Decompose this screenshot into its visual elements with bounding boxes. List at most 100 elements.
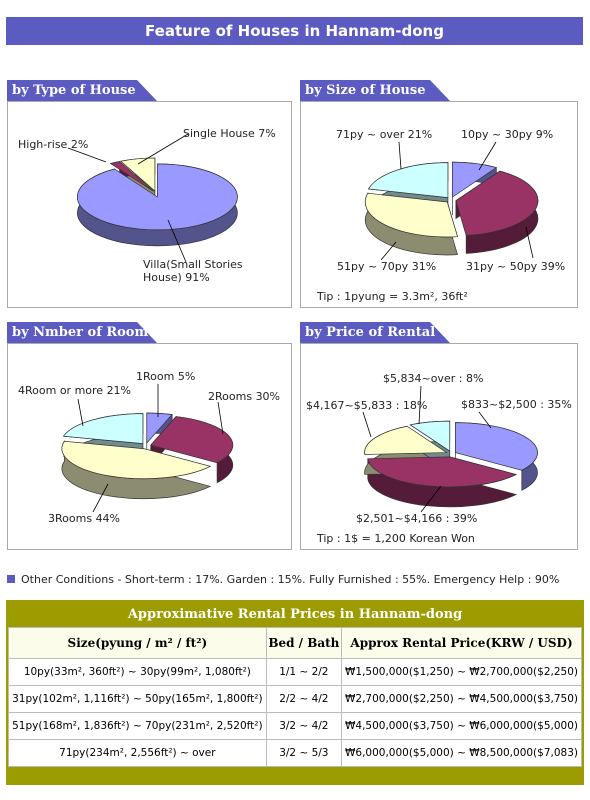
pie-slice xyxy=(455,422,538,471)
pie-slice xyxy=(109,161,154,192)
chart-panel: 1Room 5% 2Rooms 30% 3Rooms 44% 4Room or mor… xyxy=(7,343,292,550)
pie-slice xyxy=(120,157,156,192)
table-cell: 3/2 ~ 4/2 xyxy=(265,712,343,740)
table-cell: 31py(102m², 1,116ft²) ~ 50py(165m², 1,80… xyxy=(8,685,267,713)
chart-note: Tip : 1$ = 1,200 Korean Won xyxy=(317,532,475,545)
table-cell: 3/2 ~ 5/3 xyxy=(265,739,343,767)
slice-label: High-rise 2% xyxy=(18,138,88,151)
leader-line xyxy=(398,141,402,170)
slice-value-label: : 35% xyxy=(540,398,572,411)
pie-slice xyxy=(150,416,234,464)
table-cell: ₩6,000,000($5,000) ~ ₩8,500,000($7,083) xyxy=(341,739,582,767)
panel-title: by Price of Rental xyxy=(300,322,450,343)
slice-value-label: 9% xyxy=(535,128,554,141)
slice-category: 10py ~ 30py xyxy=(461,128,533,141)
slice-value-label: : 8% xyxy=(458,372,484,385)
pie-chart xyxy=(67,133,238,263)
slice-value-label: 21% xyxy=(106,384,132,397)
chart-panel: $833~$2,500 : 35% $2,501~$4,166 : 39% $4,1… xyxy=(300,343,578,550)
slice-label: $2,501~$4,166 : 39% xyxy=(356,512,477,525)
slice-category: $5,834~over xyxy=(383,372,456,385)
slice-value-label: 5% xyxy=(177,370,196,383)
table-title: Approximative Rental Prices in Hannam-do… xyxy=(127,607,463,622)
table-cell: 2/2 ~ 4/2 xyxy=(265,685,343,713)
table-cell: 1/1 ~ 2/2 xyxy=(265,658,343,686)
slice-category: $833~$2,500 xyxy=(461,398,537,411)
pie-tops xyxy=(77,157,238,231)
leader-line xyxy=(362,411,372,438)
table-cell: ₩2,700,000($2,250) ~ ₩4,500,000($3,750) xyxy=(341,685,582,713)
pie-slice xyxy=(409,420,451,452)
table: Size(pyung / m² / ft²) Bed / Bath Approx R… xyxy=(8,627,582,767)
slice-label: Single House 7% xyxy=(183,127,276,140)
pie-slice xyxy=(146,412,173,444)
slice-value-label: 30% xyxy=(255,390,281,403)
chart-panel: Villa(Small Stories House) 91% High-rise … xyxy=(7,101,292,308)
table-cell: 51py(168m², 1,836ft²) ~ 70py(231m², 2,52… xyxy=(8,712,267,740)
pie-slice xyxy=(77,163,238,231)
pie-tops xyxy=(364,161,539,238)
pie-slice xyxy=(364,425,448,455)
slice-value-label: 21% xyxy=(407,128,433,141)
leader-line xyxy=(217,401,224,435)
table-cell: 71py(234m², 2,556ft²) ~ over xyxy=(8,739,267,767)
slice-value-label: 31% xyxy=(411,260,437,273)
slice-category: Single House xyxy=(183,127,255,140)
slice-value-label: 91% xyxy=(185,271,210,284)
table-row: 10py(33m², 360ft²) ~ 30py(99m², 1,080ft²… xyxy=(8,658,582,686)
slice-label: 3Rooms 44% xyxy=(48,512,120,525)
pie-slice xyxy=(61,440,212,480)
table-cell: ₩4,500,000($3,750) ~ ₩6,000,000($5,000) xyxy=(341,712,582,740)
pie-slice xyxy=(62,413,144,445)
leader-line xyxy=(525,226,534,259)
panel-title: by Type of House xyxy=(7,80,157,101)
column-header: Bed / Bath xyxy=(265,627,343,659)
conditions-text: Other Conditions - Short-term : 17%. Gar… xyxy=(21,573,560,586)
slice-category: 2Rooms xyxy=(208,390,253,403)
slice-label: $5,834~over : 8% xyxy=(383,372,483,385)
slice-category: Villa(Small Stories House) xyxy=(143,258,243,284)
leader-line xyxy=(478,411,492,429)
panel-title: by Nmber of Room xyxy=(7,322,157,343)
leader-line xyxy=(167,219,187,263)
slice-category: 1Room xyxy=(136,370,175,383)
slice-category: 71py ~ over xyxy=(336,128,405,141)
table-cell: ₩1,500,000($1,250) ~ ₩2,700,000($2,250) xyxy=(341,658,582,686)
slice-label: 2Rooms 30% xyxy=(208,390,280,403)
leader-line xyxy=(92,483,109,513)
table-row: 51py(168m², 1,836ft²) ~ 70py(231m², 2,52… xyxy=(8,712,582,740)
leader-line xyxy=(418,385,422,425)
leader-line xyxy=(420,485,442,513)
leader-line xyxy=(67,147,107,163)
slice-category: 4Room or more xyxy=(18,384,104,397)
pie-slice xyxy=(367,162,449,199)
table-row: 31py(102m², 1,116ft²) ~ 50py(165m², 1,80… xyxy=(8,685,582,713)
leader-line xyxy=(137,133,189,165)
slice-label: 1Room 5% xyxy=(136,370,195,383)
pie-slice xyxy=(452,161,498,198)
slice-label: Villa(Small Stories House) 91% xyxy=(143,258,253,284)
pie-slice xyxy=(364,192,458,238)
table-row: 71py(234m², 2,556ft²) ~ over 3/2 ~ 5/3 ₩6,… xyxy=(8,739,582,767)
pie-slice xyxy=(367,456,517,488)
slice-value-label: 7% xyxy=(258,127,276,140)
pie-chart xyxy=(362,385,538,513)
slice-category: 3Rooms xyxy=(48,512,93,525)
slice-category: $4,167~$5,833 xyxy=(306,399,393,412)
pie-chart xyxy=(364,141,539,261)
slice-value-label: : 18% xyxy=(395,399,428,412)
price-table: Approximative Rental Prices in Hannam-do… xyxy=(6,600,584,785)
conditions: Other Conditions - Short-term : 17%. Gar… xyxy=(7,573,559,586)
slice-category: 31py ~ 50py xyxy=(466,260,538,273)
pie-chart xyxy=(61,384,234,513)
slice-value-label: 44% xyxy=(95,512,121,525)
chart-panel: 10py ~ 30py 9% 31py ~ 50py 39% 51py ~ 70py… xyxy=(300,101,578,308)
slice-value-label: 39% xyxy=(540,260,566,273)
panel-title: by Size of House xyxy=(300,80,450,101)
slice-label: 51py ~ 70py 31% xyxy=(337,260,436,273)
slice-category: High-rise xyxy=(18,138,68,151)
slice-label: 31py ~ 50py 39% xyxy=(466,260,565,273)
leader-line xyxy=(478,141,497,171)
pie-tops xyxy=(364,420,538,488)
